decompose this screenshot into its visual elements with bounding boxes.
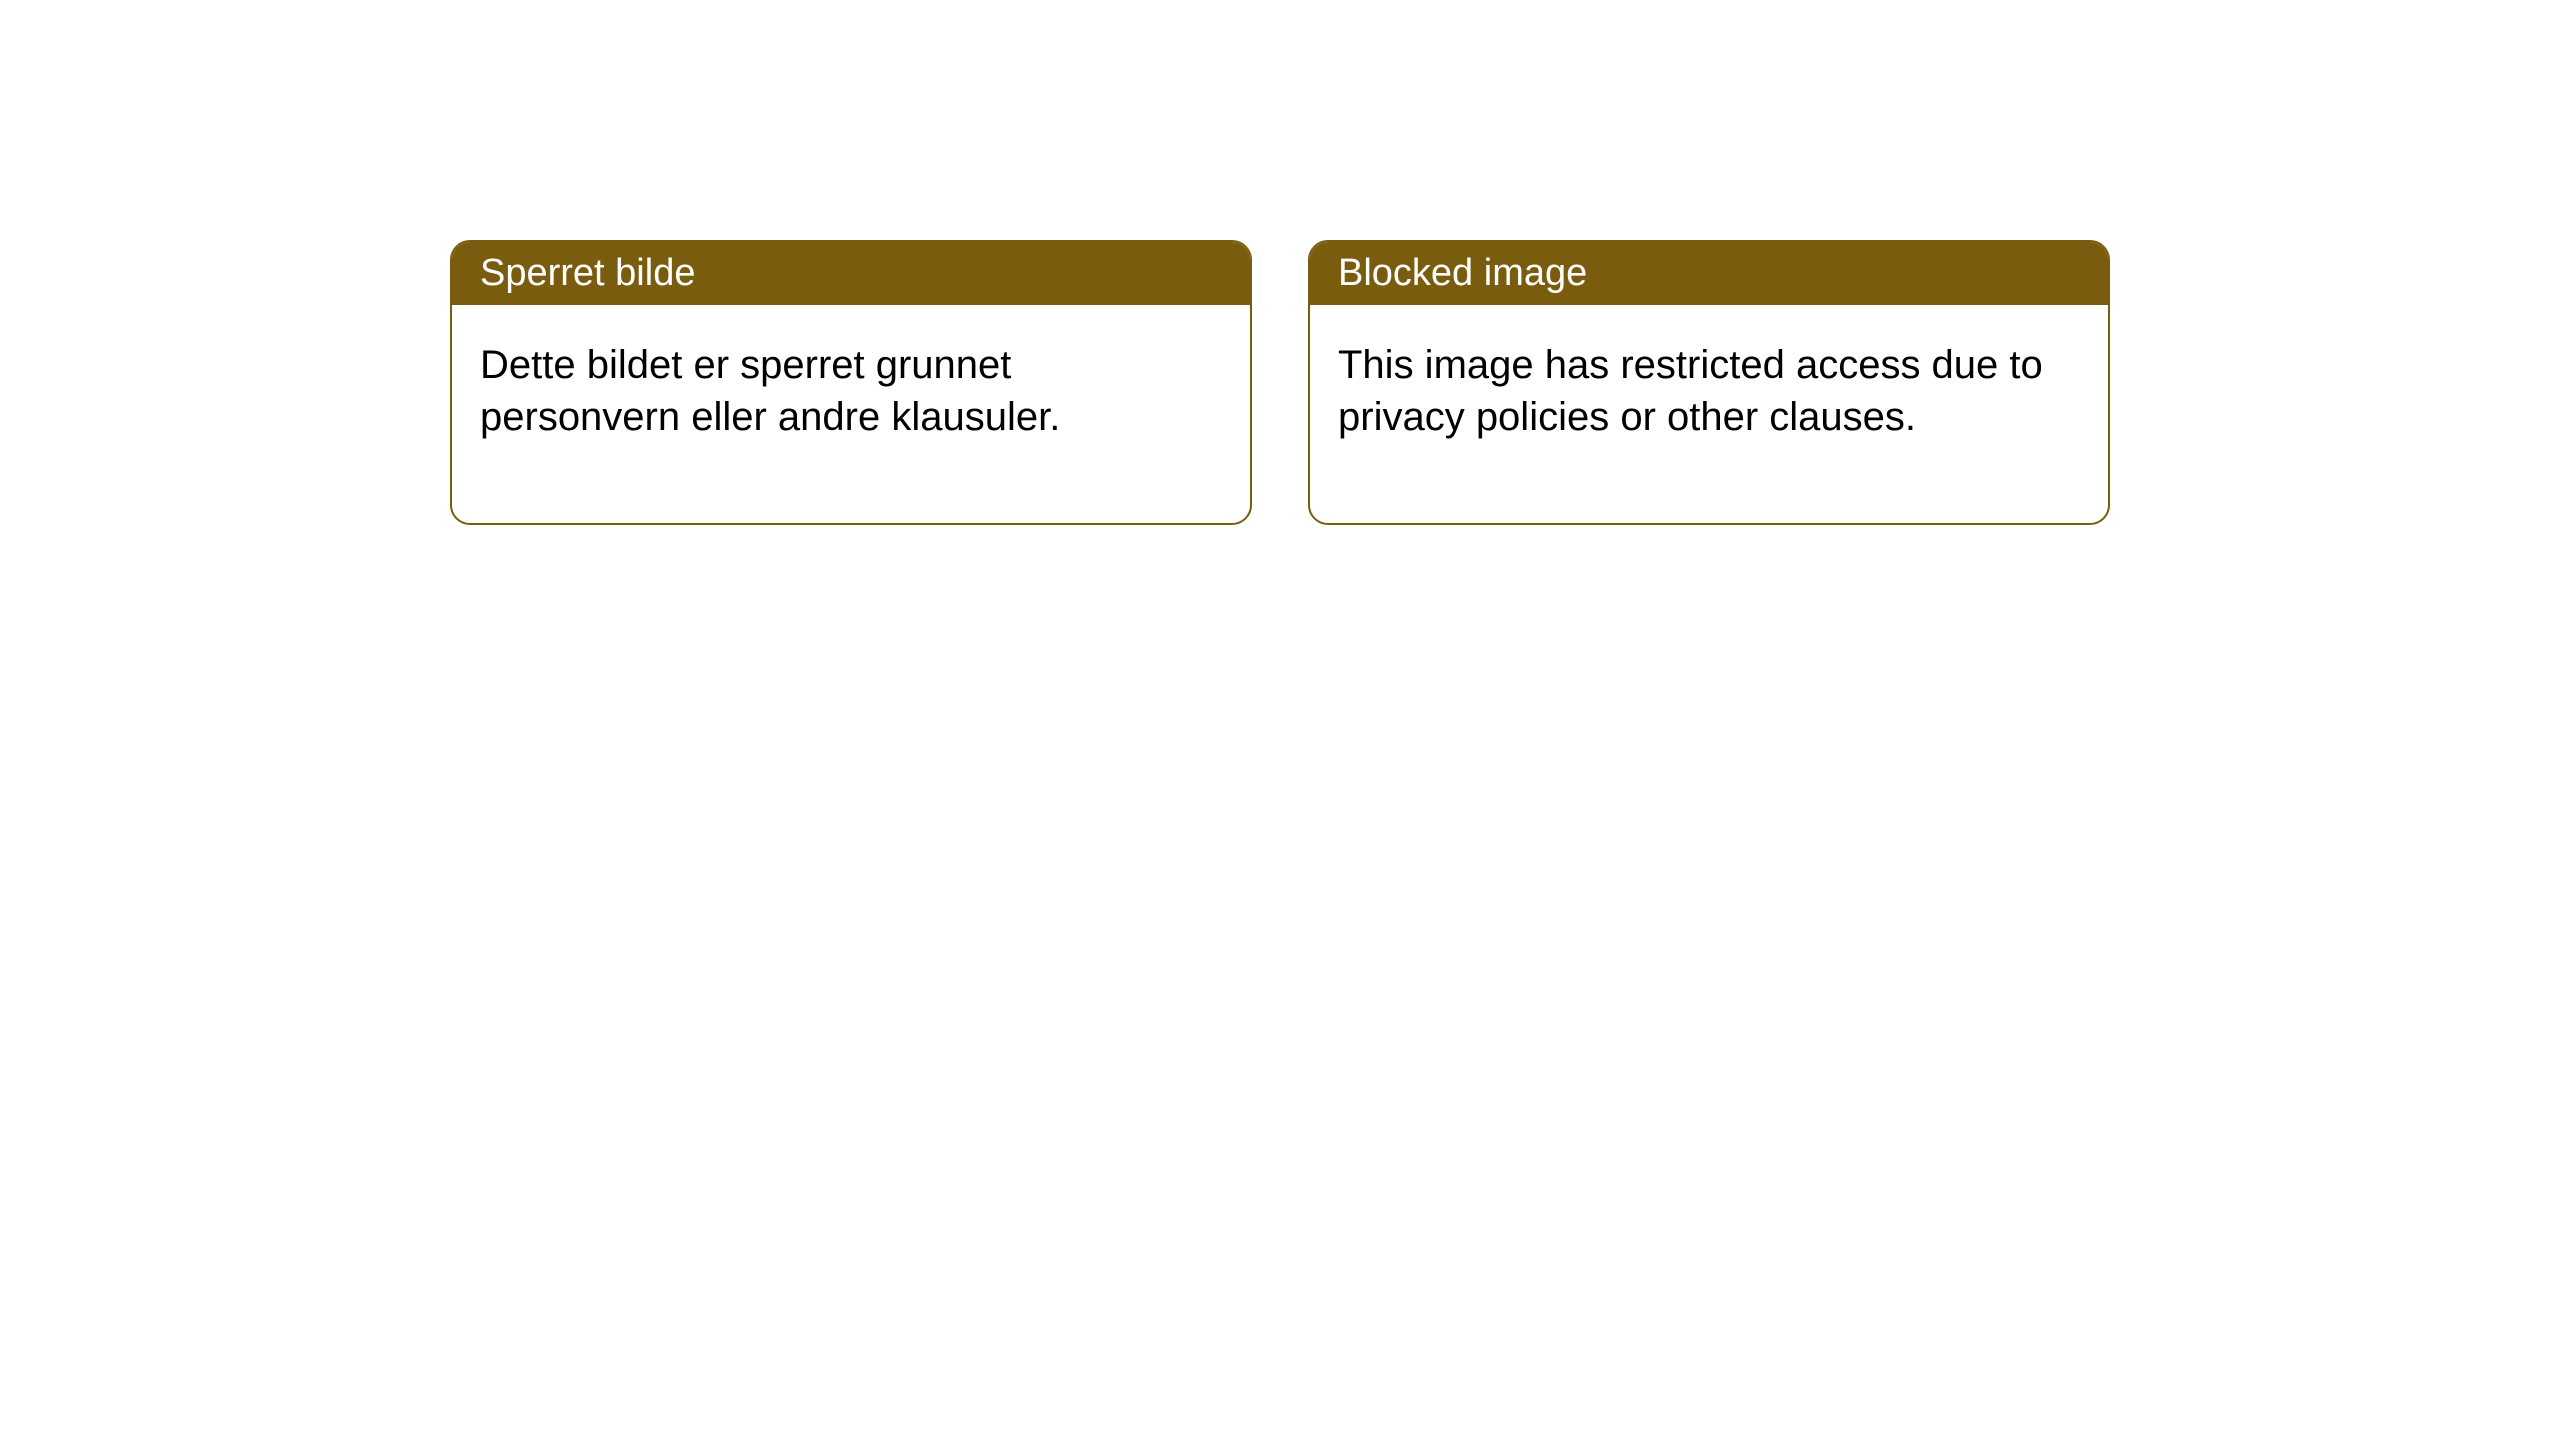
- notice-box-norwegian: Sperret bilde Dette bildet er sperret gr…: [450, 240, 1252, 525]
- notice-box-english: Blocked image This image has restricted …: [1308, 240, 2110, 525]
- notice-body: Dette bildet er sperret grunnet personve…: [452, 305, 1250, 523]
- notice-body: This image has restricted access due to …: [1310, 305, 2108, 523]
- notice-header: Sperret bilde: [452, 242, 1250, 305]
- notice-header: Blocked image: [1310, 242, 2108, 305]
- notice-container: Sperret bilde Dette bildet er sperret gr…: [0, 0, 2560, 525]
